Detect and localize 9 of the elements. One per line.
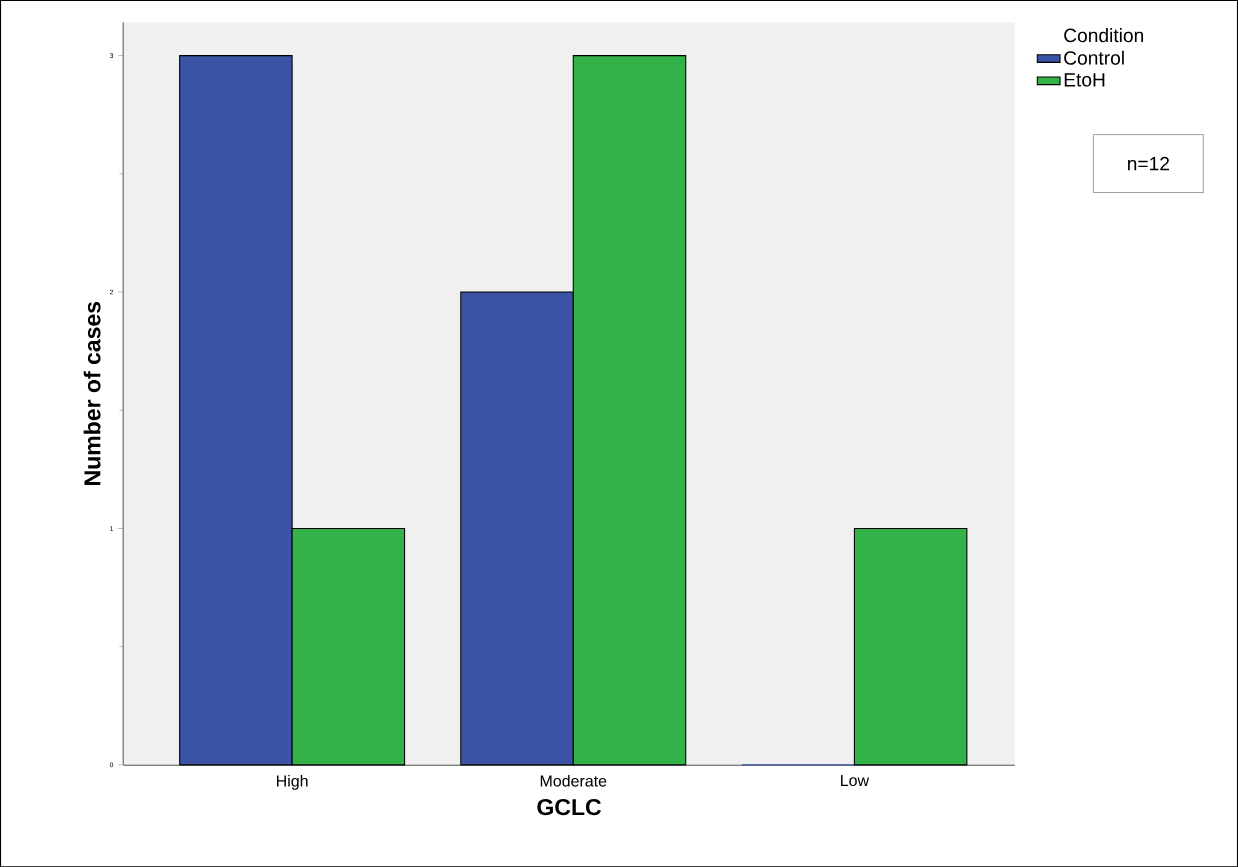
x-axis-title: GCLC	[537, 798, 602, 816]
legend-label: Control	[1064, 50, 1124, 65]
x-tick-label: Low	[841, 774, 870, 786]
x-tick-label: High	[277, 774, 308, 790]
legend-label: EtoH	[1064, 73, 1105, 87]
legend-title: Condition	[1064, 27, 1144, 43]
text: n=12	[1128, 156, 1169, 171]
x-tick-label: Moderate	[540, 774, 607, 787]
y-axis-title: Number of cases	[83, 301, 101, 485]
